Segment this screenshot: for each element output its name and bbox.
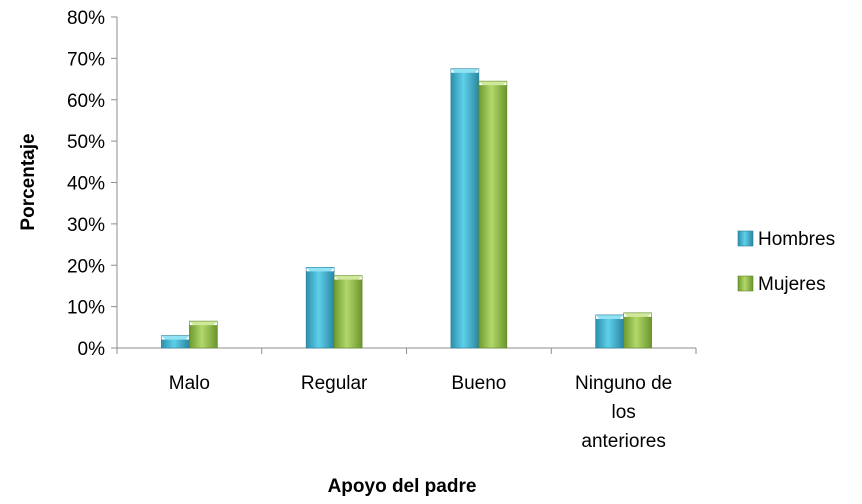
bar-mujeres-3: [623, 312, 652, 349]
y-tick-label: 60%: [67, 91, 105, 112]
x-tick-label: anteriores: [581, 431, 666, 452]
legend: Hombres Mujeres: [737, 229, 835, 295]
bar-top: [189, 321, 218, 326]
axes: [111, 16, 697, 354]
bar-body: [189, 325, 218, 348]
x-tick-label: Bueno: [451, 373, 506, 394]
bar-hombres-1: [305, 267, 335, 349]
labels: 0% 10% 20% 30% 40% 50% 60% 70% 80% Malo Regular Bue…: [18, 8, 672, 497]
bar-outline: [333, 275, 363, 349]
bar-outline: [189, 320, 218, 349]
bar-top: [306, 267, 335, 272]
x-tick-label: Regular: [301, 373, 368, 394]
bar-top: [334, 275, 363, 280]
x-tick-label: Ninguno de: [575, 373, 672, 394]
legend-item-mujeres: Mujeres: [737, 274, 826, 295]
bar-top: [450, 68, 479, 73]
x-axis-title: Apoyo del padre: [328, 476, 477, 497]
x-tick-label: Malo: [169, 373, 210, 394]
legend-label: Mujeres: [758, 274, 826, 295]
bar-top: [161, 335, 190, 340]
legend-swatch: [737, 275, 754, 292]
y-axis-title: Porcentaje: [18, 133, 39, 230]
bar-body: [595, 318, 624, 348]
y-tick-label: 30%: [67, 215, 105, 236]
bar-mujeres-1: [333, 275, 363, 349]
y-tick-label: 10%: [67, 298, 105, 319]
y-tick-label: 20%: [67, 256, 105, 277]
legend-item-hombres: Hombres: [737, 229, 835, 250]
bars: [161, 68, 652, 349]
bar-hombres-3: [595, 314, 624, 349]
bar-top: [595, 314, 624, 319]
y-tick-label: 50%: [67, 132, 105, 153]
bar-body: [478, 85, 507, 348]
bar-body: [450, 72, 479, 348]
bar-top: [623, 312, 652, 317]
bar-outline: [478, 80, 508, 349]
y-tick-label: 80%: [67, 8, 105, 29]
bar-body: [623, 316, 652, 348]
y-tick-label: 70%: [67, 49, 105, 70]
bar-body: [334, 279, 363, 348]
bar-hombres-2: [450, 68, 480, 349]
y-tick-label: 0%: [78, 339, 106, 360]
legend-swatch: [737, 230, 754, 247]
y-tick-label: 40%: [67, 174, 105, 195]
bar-mujeres-0: [189, 320, 218, 349]
bar-outline: [623, 312, 652, 349]
bar-mujeres-2: [478, 80, 508, 349]
bar-body: [161, 339, 190, 348]
legend-label: Hombres: [758, 229, 835, 250]
bar-hombres-0: [161, 335, 190, 349]
bar-body: [306, 271, 335, 348]
x-tick-label: los: [611, 402, 635, 423]
bar-top: [478, 81, 507, 86]
